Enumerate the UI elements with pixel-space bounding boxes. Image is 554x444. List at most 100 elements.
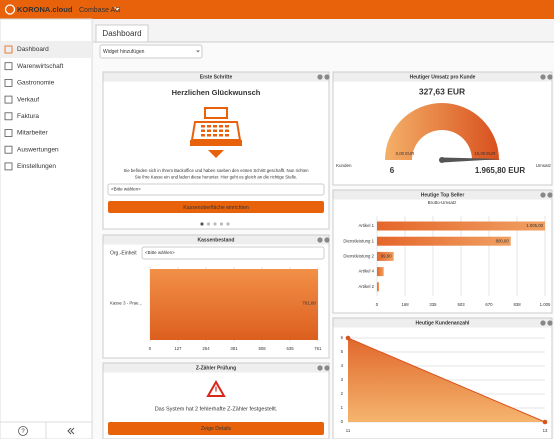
widget-button[interactable]	[317, 365, 323, 371]
category-label: Kasse 3 - Prae...	[110, 301, 142, 306]
message: Das System hat 2 fehlerhafte Z-Zähler fe…	[155, 406, 278, 412]
register-key	[213, 134, 217, 137]
nav-icon	[4, 162, 13, 171]
select-text[interactable]: <Bitte wählen>	[145, 250, 175, 255]
widget-button[interactable]	[324, 74, 330, 80]
warning-mark	[215, 386, 217, 392]
heading: Herzlichen Glückwunsch	[172, 88, 261, 97]
nav-item[interactable]: Dashboard	[17, 46, 49, 53]
widget-title: Heutige Top Seller	[421, 192, 465, 198]
register-key	[225, 125, 229, 128]
select[interactable]	[107, 183, 325, 196]
widget-header	[103, 72, 329, 82]
widget-button[interactable]	[324, 237, 330, 243]
value-label: 761,80	[302, 301, 316, 306]
category-label: Dienstleistung 1	[343, 238, 374, 243]
button[interactable]	[108, 201, 324, 213]
category-label: Dienstleistung 2	[343, 254, 374, 259]
widget-button[interactable]	[540, 320, 546, 326]
nav-icon	[4, 62, 13, 71]
widget-button[interactable]	[317, 74, 323, 80]
category-label: Artikel 4	[358, 269, 374, 274]
carousel-dot[interactable]	[200, 222, 204, 226]
category-label: Artikel 2	[358, 284, 374, 289]
y-tick-label: 5	[341, 349, 344, 354]
register-base	[190, 140, 242, 146]
kpi-label: Kunden	[336, 163, 352, 168]
register-key	[201, 134, 205, 137]
arrow-down	[208, 150, 224, 158]
select-text[interactable]: <Bitte wählen>	[111, 187, 141, 192]
x-tick-label: 11	[346, 428, 351, 433]
value-label: 1.005,00	[526, 223, 543, 228]
widget-button[interactable]	[547, 74, 553, 80]
register-key	[213, 125, 217, 128]
button[interactable]	[108, 422, 324, 435]
carousel-dot[interactable]	[213, 222, 217, 226]
x-tick-label: 13	[543, 428, 548, 433]
widget	[332, 189, 553, 314]
register-key	[225, 134, 229, 137]
button-label[interactable]: Kassenoberfläche einrichten	[183, 205, 249, 211]
widget-button[interactable]	[540, 74, 546, 80]
widget-button[interactable]	[547, 320, 553, 326]
help-icon[interactable]	[18, 426, 28, 436]
x-tick-label: 335	[429, 302, 437, 307]
nav-icon	[4, 112, 13, 121]
carousel-dot[interactable]	[219, 222, 224, 226]
kpi-value: 6	[390, 166, 395, 175]
widget-title: Heutige Kundenanzahl	[416, 320, 471, 326]
widget-button[interactable]	[324, 365, 330, 371]
y-tick-label: 2	[341, 391, 344, 396]
company[interactable]: Combase AG	[79, 7, 121, 14]
register-key	[207, 134, 211, 137]
x-tick-label: 0	[376, 302, 379, 307]
x-tick-label: 381	[230, 346, 238, 351]
nav-item[interactable]: Warenwirtschaft	[17, 63, 64, 70]
bar	[377, 251, 394, 261]
nav-item[interactable]: Gastronomie	[17, 80, 55, 87]
nav-item[interactable]: Faktura	[17, 113, 39, 120]
widget-header	[103, 363, 329, 373]
nav-item[interactable]: Einstellungen	[17, 163, 56, 170]
x-tick-label: 503	[457, 302, 465, 307]
tab[interactable]	[95, 24, 149, 43]
widget-select[interactable]	[99, 44, 203, 59]
widget-header	[103, 235, 329, 245]
nav-item[interactable]: Mitarbeiter	[17, 130, 49, 137]
tab-label[interactable]: Dashboard	[102, 29, 141, 38]
collapse-icon[interactable]	[67, 427, 75, 435]
register-key	[201, 129, 205, 132]
bar	[150, 269, 318, 340]
nav-icon	[4, 129, 13, 137]
widget-select-text[interactable]: Widget hinzufügen	[103, 49, 145, 55]
register-key	[213, 129, 217, 132]
logo-icon	[4, 4, 16, 15]
x-tick-label: 1.005	[540, 302, 551, 307]
y-tick-label: 6	[341, 335, 344, 340]
select[interactable]	[141, 246, 325, 260]
nav-item[interactable]: Verkauf	[17, 96, 39, 103]
bar	[377, 267, 384, 277]
button-label[interactable]: Zeige Details	[201, 426, 232, 432]
carousel-dot[interactable]	[226, 222, 230, 226]
value-label: 99,90	[381, 254, 392, 259]
needle-hub	[439, 157, 445, 163]
nav-item[interactable]: Auswertungen	[17, 146, 59, 153]
widget-title: Z-Zähler Prüfung	[196, 365, 236, 371]
widget-button[interactable]	[317, 237, 323, 243]
subtitle: Brutto-Umsatz	[428, 200, 458, 205]
register-key	[225, 129, 229, 132]
gauge-band	[385, 103, 499, 160]
x-tick-label: 0	[149, 346, 152, 351]
carousel-dot[interactable]	[206, 222, 211, 226]
widget-button[interactable]	[540, 192, 546, 198]
widget-button[interactable]	[547, 192, 553, 198]
nav-icon	[4, 145, 13, 154]
help[interactable]: ?	[21, 429, 25, 435]
register-key	[219, 125, 223, 128]
gauge-needle	[442, 157, 502, 163]
sidebar	[0, 18, 93, 440]
line	[347, 337, 546, 423]
